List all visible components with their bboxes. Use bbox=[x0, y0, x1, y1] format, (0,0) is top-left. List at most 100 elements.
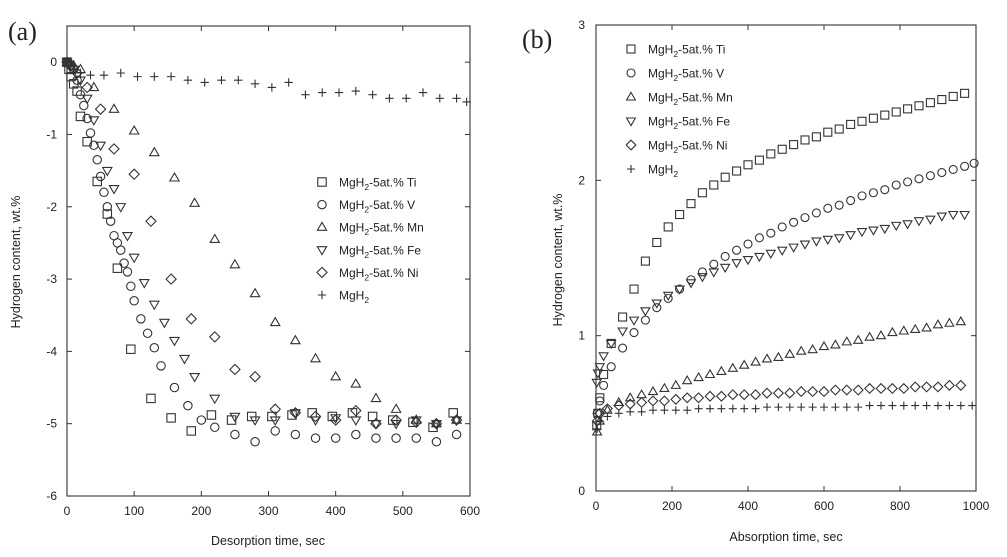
data-point bbox=[742, 256, 754, 266]
data-point bbox=[732, 166, 742, 176]
data-point bbox=[761, 387, 773, 399]
data-point bbox=[818, 340, 830, 351]
legend-label: MgH2 bbox=[648, 163, 678, 180]
data-point bbox=[868, 226, 879, 236]
data-point bbox=[92, 176, 102, 187]
legend-label: MgH2-5at.% Mn bbox=[648, 91, 733, 108]
data-point bbox=[595, 417, 604, 426]
x-tick-label: 300 bbox=[258, 504, 278, 518]
data-point bbox=[761, 353, 773, 363]
data-point bbox=[880, 110, 890, 120]
data-point bbox=[115, 245, 126, 255]
data-point bbox=[750, 356, 761, 366]
data-point bbox=[829, 384, 841, 396]
data-point bbox=[727, 362, 739, 372]
data-point bbox=[81, 94, 93, 105]
x-tick-label: 800 bbox=[890, 499, 910, 513]
data-point bbox=[158, 318, 170, 329]
data-point bbox=[925, 171, 935, 181]
data-point bbox=[683, 406, 692, 415]
data-point bbox=[186, 426, 197, 436]
x-tick-label: 200 bbox=[191, 504, 211, 518]
data-point bbox=[763, 403, 771, 412]
data-point bbox=[431, 437, 442, 447]
legend-item: MgH2-5at.% Ti bbox=[317, 176, 416, 192]
data-point bbox=[727, 389, 739, 401]
data-point bbox=[128, 124, 140, 135]
data-point bbox=[875, 329, 887, 340]
data-point bbox=[148, 146, 160, 157]
data-point bbox=[823, 203, 833, 213]
data-point bbox=[811, 208, 821, 218]
legend-marker bbox=[625, 91, 637, 101]
data-point bbox=[728, 404, 737, 413]
data-point bbox=[462, 97, 471, 107]
legend-label: MgH2 bbox=[339, 289, 369, 306]
data-point bbox=[875, 382, 887, 395]
data-point bbox=[593, 424, 602, 433]
data-point bbox=[697, 188, 707, 198]
data-point bbox=[592, 369, 604, 379]
data-point bbox=[674, 285, 685, 295]
data-point bbox=[932, 381, 944, 393]
legend-item: MgH2-5at.% Fe bbox=[316, 243, 421, 260]
data-point bbox=[777, 222, 787, 232]
data-point bbox=[647, 395, 659, 407]
data-point bbox=[652, 237, 662, 248]
series-diamond bbox=[591, 379, 967, 427]
data-point bbox=[370, 392, 382, 403]
x-tick-label: 200 bbox=[662, 499, 682, 513]
data-point bbox=[716, 365, 727, 375]
data-point bbox=[595, 393, 605, 403]
data-point bbox=[334, 88, 344, 97]
panel-b-axes: 0 200 400 600 800 1000 0 1 2 3 bbox=[578, 18, 989, 513]
data-point bbox=[166, 72, 176, 81]
data-point bbox=[704, 368, 716, 379]
data-point bbox=[772, 387, 784, 399]
legend-label: MgH2-5at.% V bbox=[648, 67, 724, 84]
data-point bbox=[911, 401, 920, 410]
legend-label: MgH2-5at.% Mn bbox=[339, 221, 424, 238]
data-point bbox=[925, 98, 935, 108]
data-point bbox=[914, 174, 924, 184]
x-tick-label: 400 bbox=[326, 504, 346, 518]
data-point bbox=[309, 416, 322, 427]
data-point bbox=[864, 331, 875, 341]
x-tick-label: 0 bbox=[593, 499, 600, 513]
data-point bbox=[899, 401, 908, 410]
data-point bbox=[636, 388, 647, 399]
data-point bbox=[329, 414, 342, 426]
data-point bbox=[435, 94, 444, 103]
data-point bbox=[168, 171, 181, 182]
y-tick-label: -1 bbox=[46, 127, 57, 141]
data-point bbox=[101, 166, 113, 177]
data-point bbox=[789, 217, 799, 227]
series-triangle-up bbox=[591, 315, 967, 436]
data-point bbox=[618, 343, 628, 353]
data-point bbox=[706, 404, 714, 413]
data-point bbox=[943, 379, 955, 391]
data-point bbox=[450, 414, 463, 426]
data-point bbox=[708, 268, 720, 278]
data-point bbox=[128, 253, 140, 264]
data-point bbox=[704, 390, 716, 402]
data-point bbox=[128, 168, 140, 181]
data-point bbox=[925, 215, 936, 225]
data-point bbox=[149, 343, 160, 353]
data-point bbox=[948, 164, 958, 175]
data-point bbox=[430, 417, 442, 428]
data-point bbox=[852, 384, 864, 396]
data-point bbox=[864, 382, 876, 395]
data-point bbox=[811, 132, 821, 142]
data-point bbox=[960, 161, 970, 171]
data-point bbox=[903, 104, 913, 114]
legend-item: MgH2-5at.% Fe bbox=[625, 115, 730, 131]
data-point bbox=[169, 382, 180, 393]
x-tick-label: 600 bbox=[460, 504, 480, 518]
data-point bbox=[818, 386, 830, 398]
data-point bbox=[267, 83, 277, 92]
data-point bbox=[410, 416, 423, 429]
data-point bbox=[301, 90, 310, 99]
data-point bbox=[330, 370, 342, 381]
data-point bbox=[868, 188, 878, 198]
